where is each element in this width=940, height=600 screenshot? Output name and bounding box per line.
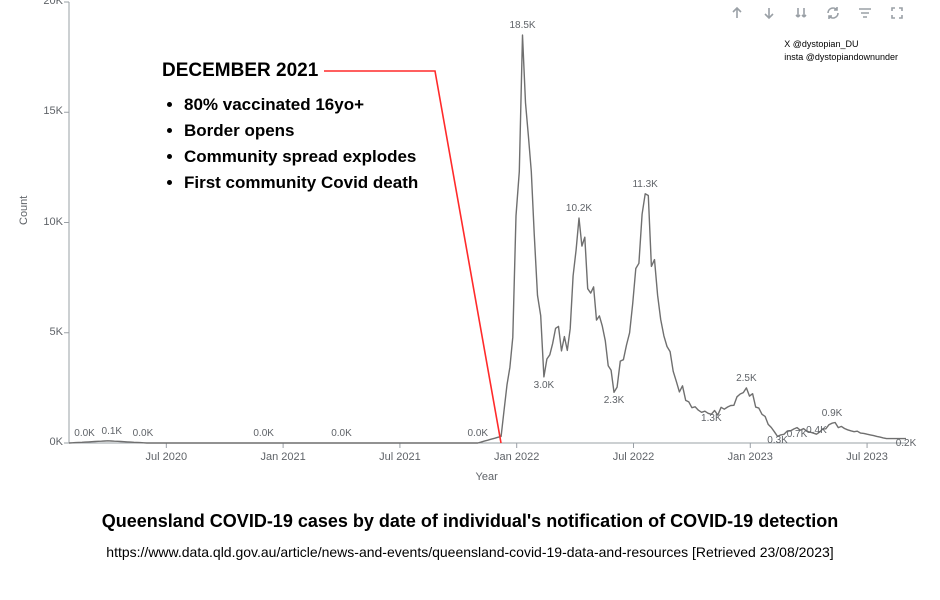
chart-plot [0, 0, 940, 600]
data-point-label: 0.4K [806, 425, 827, 436]
data-point-label: 3.0K [534, 380, 555, 391]
chart-title: Queensland COVID-19 cases by date of ind… [0, 511, 940, 532]
y-tick-label: 5K [29, 326, 63, 338]
data-point-label: 0.0K [253, 428, 274, 439]
data-point-label: 0.1K [102, 426, 123, 437]
x-tick-label: Jan 2023 [728, 451, 773, 463]
callout-bullet: First community Covid death [184, 170, 418, 196]
data-point-label: 0.0K [133, 428, 154, 439]
x-tick-label: Jul 2021 [379, 451, 421, 463]
data-point-label: 2.3K [604, 395, 625, 406]
x-axis-title: Year [476, 471, 498, 483]
data-point-label: 0.0K [467, 428, 488, 439]
data-point-label: 18.5K [509, 20, 535, 31]
data-point-label: 0.7K [787, 429, 808, 440]
x-tick-label: Jul 2022 [613, 451, 655, 463]
x-tick-label: Jul 2023 [846, 451, 888, 463]
callout-bullet: Border opens [184, 118, 418, 144]
callout-bullets: 80% vaccinated 16yo+Border opensCommunit… [162, 92, 418, 196]
data-point-label: 2.5K [736, 373, 757, 384]
data-point-label: 11.3K [632, 179, 657, 190]
y-tick-label: 15K [29, 105, 63, 117]
y-tick-label: 20K [29, 0, 63, 7]
data-point-label: 0.0K [331, 428, 352, 439]
data-point-label: 0.2K [896, 438, 917, 449]
x-tick-label: Jul 2020 [146, 451, 188, 463]
y-tick-label: 0K [29, 436, 63, 448]
chart-source: https://www.data.qld.gov.au/article/news… [0, 544, 940, 560]
data-point-label: 1.3K [701, 413, 722, 424]
data-point-label: 0.3K [767, 435, 788, 446]
data-point-label: 0.9K [822, 408, 843, 419]
callout-bullet: 80% vaccinated 16yo+ [184, 92, 418, 118]
data-point-label: 0.0K [74, 428, 95, 439]
x-tick-label: Jan 2022 [494, 451, 539, 463]
x-tick-label: Jan 2021 [260, 451, 305, 463]
y-tick-label: 10K [29, 216, 63, 228]
callout-bullet: Community spread explodes [184, 144, 418, 170]
data-point-label: 10.2K [566, 203, 592, 214]
callout-heading: DECEMBER 2021 [162, 60, 318, 82]
